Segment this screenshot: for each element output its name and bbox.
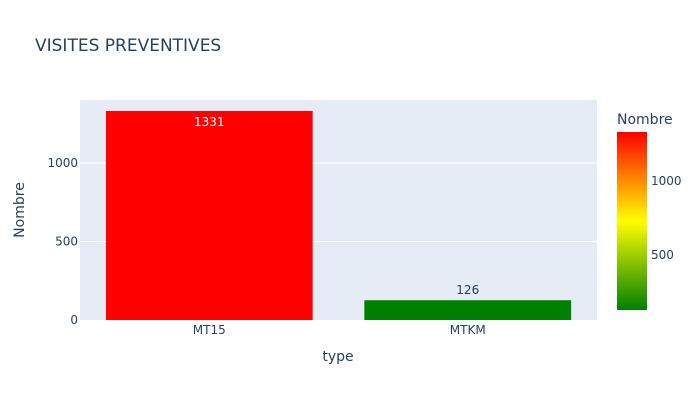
y-axis-title: Nombre [12,182,28,238]
colorbar-ticks: 500 1000 [651,174,682,262]
bar-value-label: 126 [456,283,479,297]
x-axis-title: type [322,349,353,365]
chart-title: VISITES PREVENTIVES [35,36,221,56]
bar-mtkm[interactable] [364,300,572,320]
colorbar-tick-label: 500 [651,248,674,262]
y-tick-label: 0 [70,313,78,327]
colorbar-tick-label: 1000 [651,174,682,188]
bar-mt15[interactable] [105,110,313,320]
colorbar-gradient [617,132,647,310]
colorbar-title: Nombre [617,112,673,128]
x-tick-label: MTKM [450,323,486,337]
y-tick-label: 1000 [47,156,78,170]
bar-value-labels: 1331 126 [194,115,479,297]
bar-value-label: 1331 [194,115,225,129]
x-axis-ticks: MT15 MTKM [193,323,486,337]
bars [105,110,572,320]
y-tick-label: 500 [55,234,78,248]
x-tick-label: MT15 [193,323,226,337]
y-axis-ticks: 0 500 1000 [47,156,78,327]
colorbar: Nombre 500 1000 [617,112,682,310]
